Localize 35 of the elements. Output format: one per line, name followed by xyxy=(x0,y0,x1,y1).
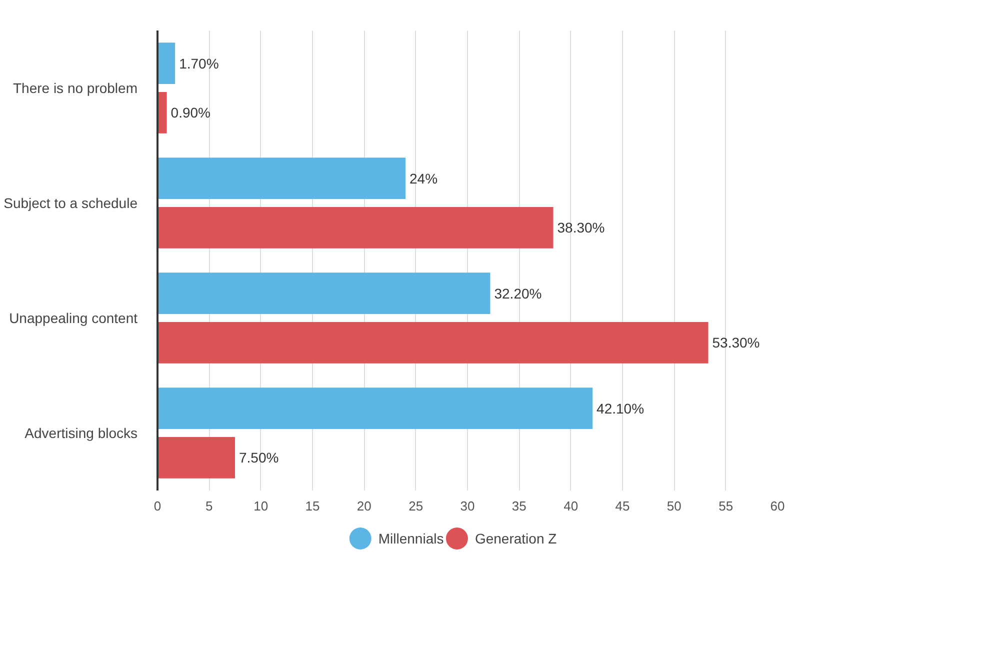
bar xyxy=(158,322,708,364)
x-tick-label: 5 xyxy=(206,498,213,514)
x-tick-label: 10 xyxy=(254,498,268,514)
bar xyxy=(158,207,554,248)
data-label: 0.90% xyxy=(170,104,211,121)
bar xyxy=(158,92,167,134)
x-tick-label: 40 xyxy=(564,498,578,514)
x-tick-label: 50 xyxy=(666,498,682,514)
legend-label: Generation Z xyxy=(474,530,558,546)
x-tick-label: 55 xyxy=(718,498,734,514)
x-tick-label: 35 xyxy=(512,498,526,514)
bar xyxy=(158,437,235,478)
legend-label: Millennials xyxy=(378,530,444,546)
x-tick-label: 15 xyxy=(305,498,320,514)
bar xyxy=(158,158,406,199)
y-tick-label: There is no problem xyxy=(12,80,138,96)
data-label: 24% xyxy=(410,170,438,186)
x-tick-label: 20 xyxy=(356,498,372,514)
bar xyxy=(158,272,490,314)
x-tick-label: 45 xyxy=(615,498,630,514)
y-tick-label: Subject to a schedule xyxy=(4,195,138,211)
y-tick-label: Advertising blocks xyxy=(24,425,138,441)
data-label: 32.20% xyxy=(494,285,542,302)
x-tick-label: 0 xyxy=(154,498,162,514)
data-label: 53.30% xyxy=(712,334,760,351)
y-tick-label: Unappealing content xyxy=(9,310,138,326)
data-label: 38.30% xyxy=(557,220,605,236)
x-tick-label: 60 xyxy=(770,498,785,514)
data-label: 1.70% xyxy=(179,55,219,72)
bar xyxy=(158,42,176,84)
x-tick-label: 25 xyxy=(408,498,424,514)
bar xyxy=(158,388,593,429)
data-label: 7.50% xyxy=(239,450,279,466)
data-label: 42.10% xyxy=(596,400,644,416)
x-tick-label: 30 xyxy=(460,498,475,514)
